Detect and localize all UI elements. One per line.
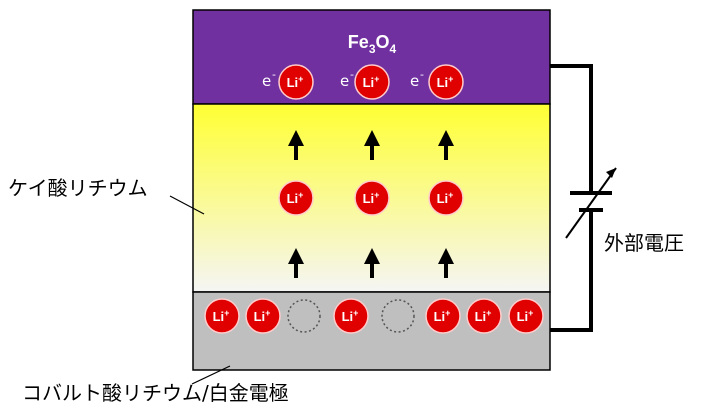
li-charge: + bbox=[298, 190, 303, 200]
li-symbol: Li bbox=[437, 191, 449, 206]
li-ion-circle bbox=[508, 298, 544, 334]
li-ion: Li+ bbox=[245, 298, 281, 334]
li-ion-circle bbox=[428, 180, 464, 216]
li-ion-circle bbox=[354, 180, 390, 216]
electron-charge: - bbox=[272, 68, 276, 81]
li-ion-circle bbox=[278, 64, 314, 100]
fe3o4-sub-4: 4 bbox=[390, 42, 397, 56]
up-arrow-icon bbox=[364, 248, 380, 278]
li-ion: Li+ bbox=[428, 180, 464, 216]
li-symbol: Li bbox=[342, 309, 354, 324]
dotted-circle-vacancy-icon bbox=[287, 299, 321, 333]
li-ion: Li+ bbox=[508, 298, 544, 334]
electron-symbol: e bbox=[410, 72, 419, 90]
up-arrow-icon bbox=[438, 248, 454, 278]
li-ion-label: Li+ bbox=[517, 308, 534, 324]
li-symbol: Li bbox=[254, 309, 266, 324]
li-ion: Li+ bbox=[466, 298, 502, 334]
li-ion-circle bbox=[425, 298, 461, 334]
li-symbol: Li bbox=[437, 75, 449, 90]
li-charge: + bbox=[374, 74, 379, 84]
li-ion: Li+ bbox=[425, 298, 461, 334]
li-charge: + bbox=[448, 74, 453, 84]
li-ion: Li+ bbox=[354, 64, 390, 100]
electrolyte-label: ケイ酸リチウム bbox=[8, 176, 148, 200]
li-ion-label: Li+ bbox=[437, 74, 454, 90]
li-symbol: Li bbox=[363, 191, 375, 206]
fe3o4-base-fe: Fe bbox=[348, 32, 369, 52]
li-ion-label: Li+ bbox=[213, 308, 230, 324]
li-ion: Li+ bbox=[428, 64, 464, 100]
electron-symbol: e bbox=[340, 72, 349, 90]
electron-charge: - bbox=[420, 68, 424, 81]
up-arrow-icon bbox=[364, 130, 380, 160]
up-arrow-icon bbox=[288, 248, 304, 278]
electron-2: e - bbox=[340, 68, 354, 90]
variable-voltage-source-icon bbox=[565, 167, 617, 239]
li-ion-label: Li+ bbox=[254, 308, 271, 324]
li-ion-circle bbox=[278, 180, 314, 216]
electrode-leader-line bbox=[191, 365, 231, 385]
li-ion-circle bbox=[333, 298, 369, 334]
li-symbol: Li bbox=[287, 191, 299, 206]
li-ion: Li+ bbox=[333, 298, 369, 334]
li-symbol: Li bbox=[363, 75, 375, 90]
fe3o4-sub-3: 3 bbox=[369, 42, 376, 56]
li-ion-label: Li+ bbox=[475, 308, 492, 324]
li-ion-circle bbox=[428, 64, 464, 100]
electrolyte-leader-line bbox=[169, 195, 205, 215]
li-ion-circle bbox=[354, 64, 390, 100]
li-charge: + bbox=[265, 308, 270, 318]
li-charge: + bbox=[528, 308, 533, 318]
electron-3: e - bbox=[410, 68, 424, 90]
fe3o4-label: Fe3O4 bbox=[348, 32, 397, 56]
li-ion-circle bbox=[204, 298, 240, 334]
circuit-wire bbox=[550, 64, 593, 332]
li-charge: + bbox=[445, 308, 450, 318]
li-ion-label: Li+ bbox=[434, 308, 451, 324]
electron-symbol: e bbox=[262, 72, 271, 90]
li-symbol: Li bbox=[517, 309, 529, 324]
li-ion-label: Li+ bbox=[287, 74, 304, 90]
li-ion-label: Li+ bbox=[363, 190, 380, 206]
li-ion-label: Li+ bbox=[342, 308, 359, 324]
dotted-circle-vacancy-icon bbox=[381, 299, 415, 333]
li-ion: Li+ bbox=[278, 180, 314, 216]
li-ion-label: Li+ bbox=[287, 190, 304, 206]
fe3o4-base-o: O bbox=[376, 32, 390, 52]
li-charge: + bbox=[448, 190, 453, 200]
li-symbol: Li bbox=[213, 309, 225, 324]
li-symbol: Li bbox=[434, 309, 446, 324]
electron-charge: - bbox=[350, 68, 354, 81]
li-ion: Li+ bbox=[278, 64, 314, 100]
li-ion: Li+ bbox=[354, 180, 390, 216]
up-arrow-icon bbox=[438, 130, 454, 160]
li-ion-label: Li+ bbox=[363, 74, 380, 90]
li-charge: + bbox=[298, 74, 303, 84]
li-charge: + bbox=[224, 308, 229, 318]
li-symbol: Li bbox=[475, 309, 487, 324]
li-charge: + bbox=[486, 308, 491, 318]
li-charge: + bbox=[353, 308, 358, 318]
li-charge: + bbox=[374, 190, 379, 200]
voltage-label: 外部電圧 bbox=[604, 231, 684, 255]
li-ion: Li+ bbox=[204, 298, 240, 334]
li-ion-circle bbox=[466, 298, 502, 334]
li-symbol: Li bbox=[287, 75, 299, 90]
up-arrow-icon bbox=[288, 130, 304, 160]
li-ion-circle bbox=[245, 298, 281, 334]
electron-1: e - bbox=[262, 68, 276, 90]
electrode-label: コバルト酸リチウム/白金電極 bbox=[22, 381, 289, 405]
li-ion-label: Li+ bbox=[437, 190, 454, 206]
